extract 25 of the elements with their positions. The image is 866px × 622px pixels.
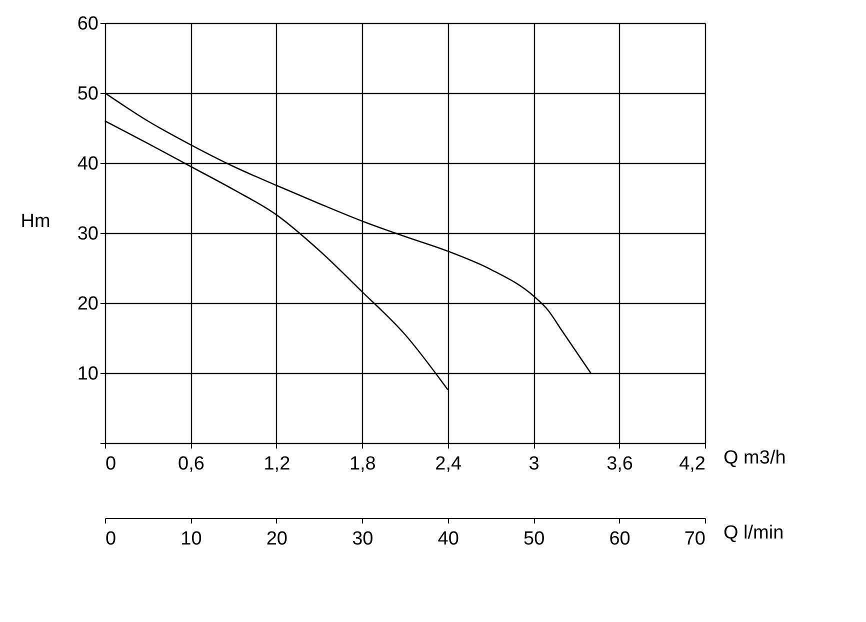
x2-tick-label: 40: [438, 528, 459, 550]
x2-tick-label: 30: [352, 528, 374, 550]
y-tick-label: 40: [77, 154, 98, 174]
x-tick-label: 0,6: [178, 454, 204, 474]
x-tick-label: 2,4: [435, 454, 462, 474]
y-tick-label: 30: [77, 224, 98, 244]
x-tick-label: 3,6: [606, 454, 633, 474]
x-tick-label: 1,8: [349, 454, 376, 474]
x2-axis-title: Q l/min: [724, 522, 784, 544]
x2-tick-label: 70: [684, 528, 706, 550]
x-tick-label: 1,2: [264, 454, 290, 474]
y-tick-label: 50: [77, 84, 98, 104]
x-tick-label: 4,2: [679, 454, 706, 474]
y-tick-label: 60: [77, 14, 98, 34]
x-tick-label: 0: [106, 454, 116, 474]
y-axis-title: Hm: [20, 210, 50, 232]
x-axis-title: Q m3/h: [724, 448, 786, 468]
x2-tick-label: 20: [266, 528, 288, 550]
x2-tick-label: 0: [106, 528, 116, 550]
x2-tick-label: 60: [609, 528, 630, 550]
y-tick-label: 10: [77, 364, 98, 384]
x2-tick-label: 10: [180, 528, 202, 550]
x-tick-label: 3: [528, 454, 540, 474]
x2-tick-label: 50: [524, 528, 545, 550]
y-tick-label: 20: [77, 294, 98, 314]
